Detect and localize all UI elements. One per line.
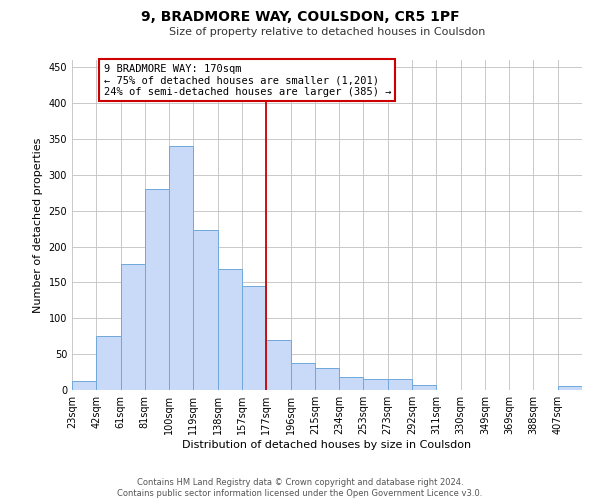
Bar — [339, 377, 364, 390]
Text: Contains HM Land Registry data © Crown copyright and database right 2024.
Contai: Contains HM Land Registry data © Crown c… — [118, 478, 482, 498]
Bar — [412, 385, 436, 390]
Bar — [121, 264, 145, 390]
Text: 9 BRADMORE WAY: 170sqm
← 75% of detached houses are smaller (1,201)
24% of semi-: 9 BRADMORE WAY: 170sqm ← 75% of detached… — [104, 64, 391, 97]
Bar — [242, 286, 266, 390]
Bar — [266, 340, 290, 390]
X-axis label: Distribution of detached houses by size in Coulsdon: Distribution of detached houses by size … — [182, 440, 472, 450]
Bar — [193, 230, 218, 390]
Bar — [169, 146, 193, 390]
Bar — [218, 270, 242, 390]
Bar — [72, 380, 96, 390]
Bar — [96, 336, 121, 390]
Bar — [388, 379, 412, 390]
Bar — [145, 189, 169, 390]
Bar — [364, 379, 388, 390]
Bar — [558, 386, 582, 390]
Y-axis label: Number of detached properties: Number of detached properties — [33, 138, 43, 312]
Bar — [290, 362, 315, 390]
Text: 9, BRADMORE WAY, COULSDON, CR5 1PF: 9, BRADMORE WAY, COULSDON, CR5 1PF — [140, 10, 460, 24]
Bar — [315, 368, 339, 390]
Title: Size of property relative to detached houses in Coulsdon: Size of property relative to detached ho… — [169, 27, 485, 37]
